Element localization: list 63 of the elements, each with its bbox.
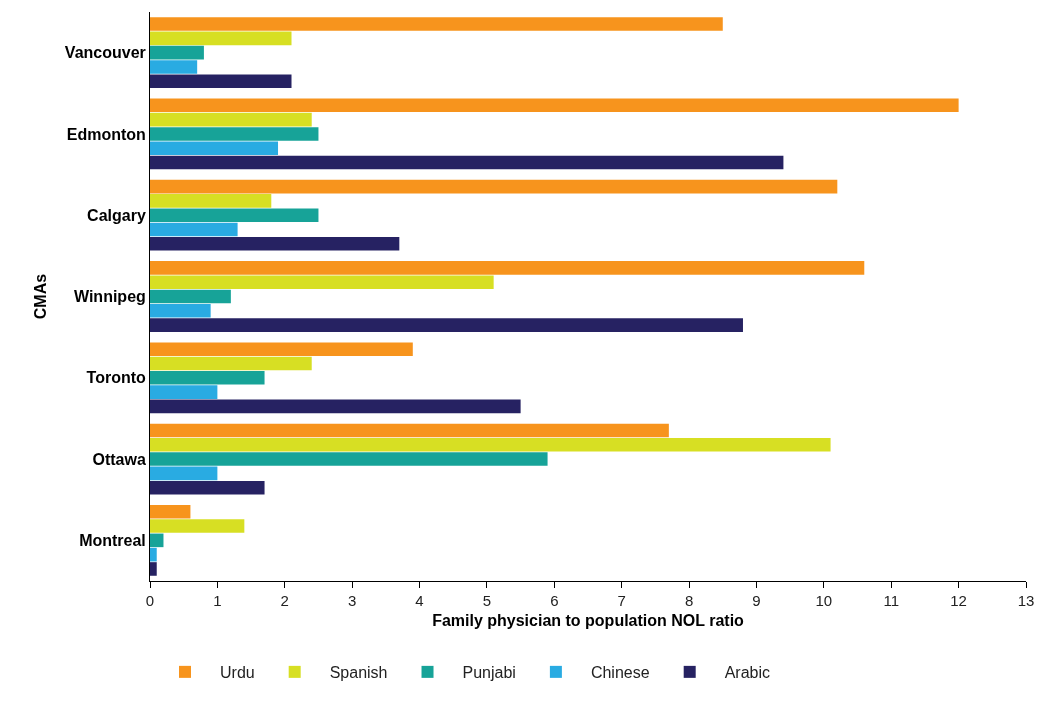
y-tick-label: Toronto [86, 369, 147, 387]
bar [150, 261, 865, 275]
legend-label: Punjabi [462, 664, 516, 682]
y-tick-label: Edmonton [66, 125, 146, 143]
bar [150, 237, 400, 251]
x-tick-label: 12 [950, 592, 967, 609]
bar [150, 480, 265, 495]
y-tick-label: Winnipeg [73, 288, 146, 306]
x-tick-label: 2 [280, 592, 289, 609]
x-tick-label: 7 [617, 592, 626, 609]
bar [150, 74, 292, 89]
bar [150, 547, 157, 562]
bar [150, 466, 218, 481]
bar [150, 452, 548, 466]
bar [150, 222, 238, 237]
x-tick-label: 4 [415, 592, 424, 609]
y-tick-label: Ottawa [92, 450, 146, 468]
bar [150, 275, 494, 289]
bar [150, 504, 191, 519]
x-tick-label: 6 [550, 592, 559, 609]
bar [150, 533, 164, 548]
y-axis-title: CMAs [31, 273, 49, 320]
x-tick-label: 5 [482, 592, 492, 609]
bar [150, 141, 279, 156]
bar [150, 179, 838, 194]
legend-label: Arabic [724, 664, 771, 682]
bar [150, 385, 218, 399]
y-tick-label: Vancouver [64, 44, 146, 62]
x-tick-label: 1 [213, 592, 222, 609]
y-tick-label: Montreal [79, 531, 146, 549]
bar [150, 208, 319, 223]
bar [150, 194, 272, 208]
bar [150, 31, 292, 46]
x-tick-label: 13 [1017, 592, 1035, 609]
bar [150, 342, 413, 356]
x-tick-label: 11 [883, 592, 900, 609]
x-tick-label: 10 [815, 592, 833, 609]
bar [150, 519, 245, 533]
bar [150, 304, 211, 318]
x-tick-label: 3 [347, 592, 357, 609]
bar [150, 318, 743, 332]
bar [150, 155, 784, 170]
bar [150, 112, 312, 127]
x-tick-label: 8 [684, 592, 694, 609]
y-tick-label: Calgary [87, 206, 146, 224]
x-tick-label: 9 [752, 592, 761, 609]
bar [150, 60, 198, 74]
bar [150, 562, 157, 576]
bar [150, 423, 669, 438]
bar [150, 17, 723, 31]
x-tick-label: 0 [145, 592, 155, 609]
bar [150, 289, 231, 304]
legend-label: Urdu [220, 664, 255, 682]
bar [150, 127, 319, 141]
bar [150, 98, 959, 113]
legend-label: Spanish [329, 664, 388, 682]
legend-label: Chinese [590, 664, 650, 682]
bar [150, 356, 312, 371]
bar [150, 370, 265, 385]
bar [150, 45, 204, 60]
bar [150, 399, 521, 414]
bar [150, 437, 831, 452]
x-axis-title: Family physician to population NOL ratio [432, 611, 745, 629]
